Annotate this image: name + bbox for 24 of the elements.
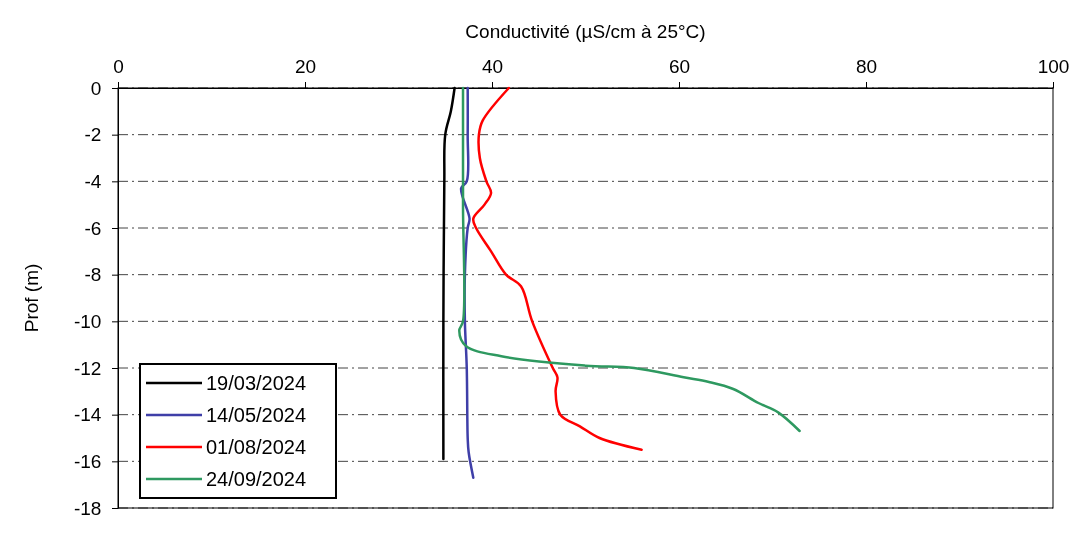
y-tick-label: -12 <box>73 357 102 379</box>
x-tick-label: 0 <box>113 56 124 78</box>
x-tick-label: 20 <box>294 56 317 78</box>
y-tick-label: -8 <box>84 264 102 286</box>
legend-label: 01/08/2024 <box>206 436 307 458</box>
legend-label: 14/05/2024 <box>206 404 307 426</box>
y-tick-label: -10 <box>73 310 102 332</box>
legend-label: 24/09/2024 <box>206 468 307 490</box>
x-tick-label: 40 <box>481 56 504 78</box>
legend-label: 19/03/2024 <box>206 372 307 394</box>
y-tick-label: -16 <box>73 450 102 472</box>
y-tick-label: -14 <box>73 404 102 426</box>
y-axis-title: Prof (m) <box>21 263 42 333</box>
line-series <box>458 86 801 433</box>
y-tick-label: -6 <box>84 217 102 239</box>
y-tick-label: -18 <box>73 497 102 519</box>
line-series <box>471 86 643 451</box>
y-tick-label: 0 <box>90 77 102 99</box>
x-tick-label: 100 <box>1037 56 1070 78</box>
y-tick-label: -2 <box>84 124 102 146</box>
x-tick-label: 60 <box>668 56 691 78</box>
x-axis-title: Conductivité (µS/cm à 25°C) <box>465 21 706 42</box>
y-tick-label: -4 <box>84 170 102 192</box>
x-tick-label: 80 <box>855 56 878 78</box>
